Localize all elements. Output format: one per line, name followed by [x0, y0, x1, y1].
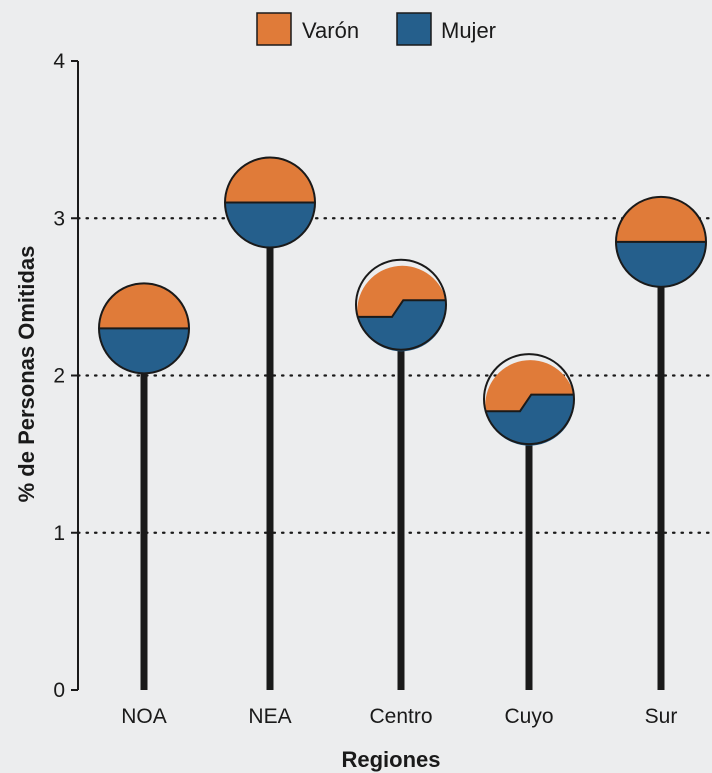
slice-mujer-sur: [616, 241, 706, 287]
y-tick-label-4: 4: [53, 50, 65, 73]
divider-centro: [357, 299, 446, 318]
x-tick-label-noa: NOA: [121, 705, 167, 728]
y-tick-label-2: 2: [53, 365, 65, 388]
marker-outline-centro: [355, 258, 447, 351]
slice-varon-sur: [616, 196, 706, 242]
marker-outline-noa: [98, 282, 190, 375]
slice-varon-centro: [357, 265, 446, 317]
y-tick-label-3: 3: [53, 207, 65, 230]
slice-mujer-noa: [99, 328, 189, 374]
y-tick-label-0: 0: [53, 679, 65, 702]
slice-varon-nea: [225, 157, 315, 203]
slice-mujer-centro: [357, 300, 447, 352]
slice-varon-cuyo: [485, 360, 574, 412]
legend-swatch-varon: [256, 12, 292, 46]
slice-mujer-cuyo: [485, 394, 575, 446]
slice-varon-noa: [99, 283, 189, 329]
x-tick-label-cuyo: Cuyo: [504, 705, 553, 728]
x-tick-label-nea: NEA: [248, 705, 291, 728]
y-axis-title: % de Personas Omitidas: [14, 246, 39, 503]
marker-outline-sur: [615, 195, 707, 288]
divider-cuyo: [485, 393, 574, 413]
x-tick-label-sur: Sur: [645, 705, 678, 728]
legend-swatch-mujer: [396, 12, 432, 46]
slice-mujer-nea: [225, 202, 315, 248]
legend-label-mujer: Mujer: [441, 18, 496, 43]
marker-outline-cuyo: [483, 353, 575, 446]
y-tick-label-1: 1: [53, 522, 65, 545]
x-tick-label-centro: Centro: [369, 705, 432, 728]
legend: Varón Mujer: [256, 12, 496, 46]
legend-label-varon: Varón: [302, 18, 359, 43]
marker-outline-nea: [224, 156, 316, 249]
plot-area: 0 1 2 3 4 NOA NEA Centro Cuyo Sur: [53, 50, 712, 728]
x-axis-title: Regiones: [341, 747, 440, 772]
